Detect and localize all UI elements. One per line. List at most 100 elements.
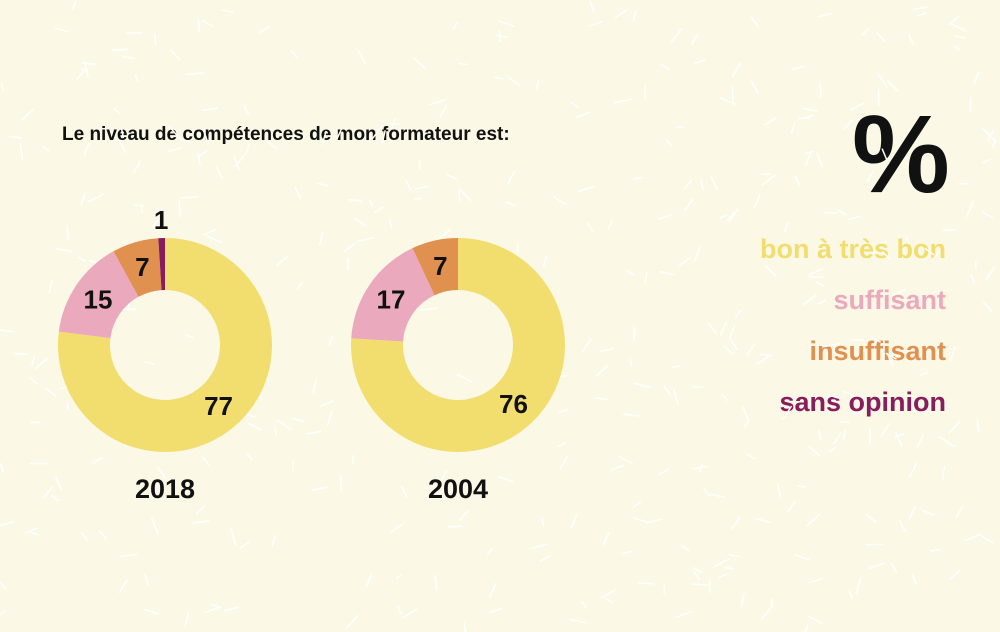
background-dash <box>876 31 887 43</box>
background-dash <box>80 531 89 542</box>
donut-segment-2018-3 <box>158 238 165 291</box>
background-dash <box>632 10 637 22</box>
background-dash <box>321 130 327 146</box>
background-dash <box>851 411 863 415</box>
background-dash <box>617 455 634 465</box>
background-dash <box>570 512 579 529</box>
background-dash <box>764 264 777 277</box>
background-dash <box>202 228 218 236</box>
background-dash <box>718 214 727 220</box>
background-dash <box>82 142 90 157</box>
background-dash <box>840 421 850 424</box>
background-dash <box>202 128 210 145</box>
background-dash <box>434 574 438 590</box>
background-dash <box>542 255 548 268</box>
background-dash <box>865 513 877 523</box>
background-dash <box>806 513 821 527</box>
legend-item-suffisant: suffisant <box>833 285 946 315</box>
background-dash <box>700 179 704 191</box>
background-dash <box>233 155 241 171</box>
background-dash <box>633 517 650 524</box>
background-dash <box>964 533 981 542</box>
background-dash <box>880 422 891 438</box>
background-dash <box>290 49 298 59</box>
background-dash <box>290 417 305 423</box>
background-dash <box>201 107 219 112</box>
background-dash <box>429 99 446 106</box>
background-dash <box>953 45 962 52</box>
background-dash <box>797 485 807 488</box>
background-dash <box>894 431 903 447</box>
donut-segment-2018-1 <box>58 251 139 339</box>
background-dash <box>894 432 905 438</box>
background-dash <box>42 145 50 152</box>
background-dash <box>728 336 738 351</box>
background-dash <box>922 509 935 516</box>
background-dash <box>911 573 918 585</box>
background-dash <box>908 462 918 478</box>
background-dash <box>868 562 885 570</box>
background-dash <box>658 468 670 476</box>
background-dash <box>71 0 77 11</box>
background-dash <box>246 452 253 461</box>
background-dash <box>580 600 587 609</box>
background-dash <box>438 485 451 495</box>
background-dash <box>577 185 595 193</box>
background-dash <box>941 465 946 480</box>
background-dash <box>881 251 892 261</box>
background-dash <box>390 522 405 533</box>
data-label: 77 <box>204 391 233 421</box>
background-dash <box>507 170 516 184</box>
background-dash <box>794 553 811 561</box>
background-dash <box>157 466 166 479</box>
background-dash <box>168 125 182 141</box>
background-dash <box>458 510 469 522</box>
background-dash <box>759 353 774 357</box>
background-dash <box>610 464 625 471</box>
background-dash <box>672 388 679 406</box>
background-dash <box>756 354 771 366</box>
background-dash <box>790 122 796 135</box>
background-dash <box>629 358 633 367</box>
background-dash <box>866 170 875 182</box>
background-dash <box>76 67 88 81</box>
chart-title: Le niveau de compétences de mon formateu… <box>62 124 510 145</box>
data-label: 7 <box>135 252 149 282</box>
background-dash <box>19 142 24 161</box>
background-dash <box>761 607 772 620</box>
background-dash <box>794 175 801 187</box>
background-dash <box>83 60 90 79</box>
background-dash <box>729 554 740 558</box>
background-dash <box>728 325 736 340</box>
background-dash <box>622 550 633 555</box>
background-dash <box>722 344 734 356</box>
background-dash <box>690 33 699 46</box>
background-dash <box>206 235 223 244</box>
background-dash <box>452 21 459 30</box>
background-dash <box>946 441 956 448</box>
year-label: 2018 <box>135 474 195 504</box>
background-dash <box>699 463 704 473</box>
background-dash <box>569 618 586 624</box>
background-dash <box>87 193 104 203</box>
legend-item-bon: bon à très bon <box>759 234 946 264</box>
background-dash <box>908 505 917 520</box>
background-dash <box>808 275 824 279</box>
background-dash <box>604 597 614 604</box>
background-dash <box>808 267 824 276</box>
background-dash <box>144 360 155 365</box>
background-dash <box>602 531 611 546</box>
background-dash <box>0 83 5 92</box>
background-dash <box>415 185 429 190</box>
background-dash <box>357 236 374 243</box>
background-dash <box>842 429 847 440</box>
background-dash <box>259 25 271 34</box>
background-dash <box>458 62 469 66</box>
background-dash <box>836 209 848 216</box>
background-dash <box>50 494 60 502</box>
background-dash <box>195 504 206 515</box>
background-dash <box>589 0 595 14</box>
background-dash <box>929 548 941 552</box>
background-dash <box>753 193 761 209</box>
